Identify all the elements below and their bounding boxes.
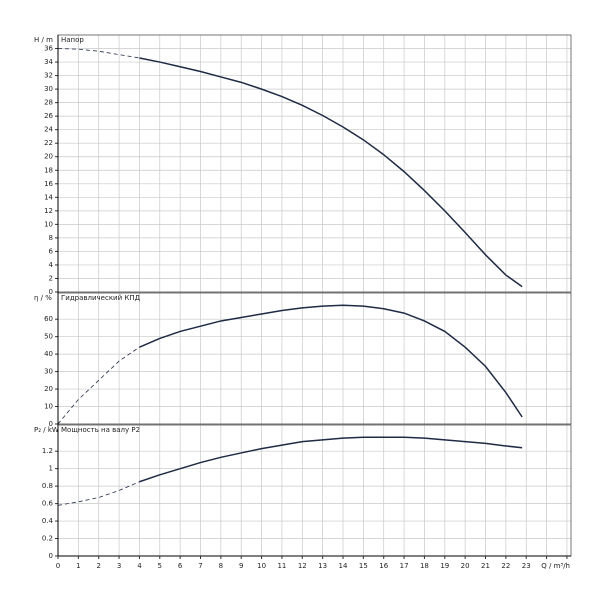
- y-tick-label: 8: [49, 234, 53, 242]
- x-tick-label: 21: [481, 562, 490, 570]
- x-tick-label: 20: [461, 562, 470, 570]
- x-tick-label: 22: [501, 562, 510, 570]
- x-tick-label: 14: [339, 562, 348, 570]
- curve: [57, 346, 140, 425]
- x-tick-label: 6: [178, 562, 183, 570]
- y-tick-label: 0: [49, 288, 53, 296]
- y-tick-label: 1: [49, 465, 53, 473]
- y-tick-label: 26: [44, 112, 53, 120]
- x-tick-label: 9: [239, 562, 243, 570]
- y-tick-label: 2: [49, 274, 53, 282]
- x-tick-label: 15: [359, 562, 368, 570]
- y-axis-label: η / %: [34, 294, 52, 302]
- panel-title: Гидравлический КПД: [61, 294, 141, 302]
- y-tick-label: 0.2: [42, 535, 53, 543]
- curve: [139, 57, 523, 288]
- panel-frame: [57, 292, 572, 425]
- curve: [57, 481, 140, 506]
- y-tick-label: 0: [49, 552, 53, 560]
- y-tick-label: 0.6: [42, 500, 54, 508]
- y-tick-label: 0.4: [42, 517, 54, 525]
- y-tick-label: 34: [44, 58, 53, 66]
- x-tick-label: 3: [117, 562, 121, 570]
- y-tick-label: 1.2: [42, 447, 53, 455]
- y-tick-label: 24: [44, 126, 53, 134]
- y-tick-label: 18: [44, 166, 53, 174]
- x-tick-label: 8: [219, 562, 223, 570]
- curve: [139, 436, 523, 483]
- x-tick-label: 5: [158, 562, 162, 570]
- x-axis-label: Q / m³/h: [541, 562, 570, 570]
- x-tick-label: 13: [318, 562, 327, 570]
- y-tick-label: 6: [49, 247, 54, 255]
- y-tick-label: 0: [49, 420, 53, 428]
- panel-title: Напор: [61, 36, 84, 44]
- panel-frame: [57, 34, 572, 293]
- y-tick-label: 40: [44, 350, 53, 358]
- x-tick-label: 11: [277, 562, 286, 570]
- y-tick-label: 10: [44, 403, 53, 411]
- y-tick-label: 30: [44, 85, 53, 93]
- y-tick-label: 20: [44, 153, 53, 161]
- y-tick-label: 4: [49, 261, 54, 269]
- y-axis-label: P₂ / kW: [34, 426, 59, 434]
- x-tick-label: 23: [522, 562, 531, 570]
- x-tick-label: 7: [198, 562, 202, 570]
- y-tick-label: 36: [44, 45, 53, 53]
- x-tick-label: 17: [400, 562, 409, 570]
- y-tick-label: 0.8: [42, 482, 53, 490]
- y-tick-label: 12: [44, 207, 53, 215]
- panel-title: Мощность на валу P2: [61, 426, 140, 434]
- x-tick-label: 4: [137, 562, 142, 570]
- y-tick-label: 16: [44, 180, 53, 188]
- y-tick-label: 20: [44, 385, 53, 393]
- y-tick-label: 30: [44, 368, 53, 376]
- x-tick-label: 2: [96, 562, 100, 570]
- x-tick-label: 10: [257, 562, 266, 570]
- y-tick-label: 50: [44, 333, 53, 341]
- x-tick-label: 0: [56, 562, 60, 570]
- x-tick-label: 12: [298, 562, 307, 570]
- x-tick-label: 18: [420, 562, 429, 570]
- x-tick-label: 19: [440, 562, 449, 570]
- x-tick-label: 1: [76, 562, 80, 570]
- y-tick-label: 10: [44, 220, 53, 228]
- curve: [139, 304, 523, 418]
- y-tick-label: 14: [44, 193, 53, 201]
- y-tick-label: 22: [44, 139, 53, 147]
- y-tick-label: 32: [44, 72, 53, 80]
- x-tick-label: 16: [379, 562, 388, 570]
- y-tick-label: 28: [44, 99, 53, 107]
- y-axis-label: H / m: [34, 36, 53, 44]
- y-tick-label: 60: [44, 315, 53, 323]
